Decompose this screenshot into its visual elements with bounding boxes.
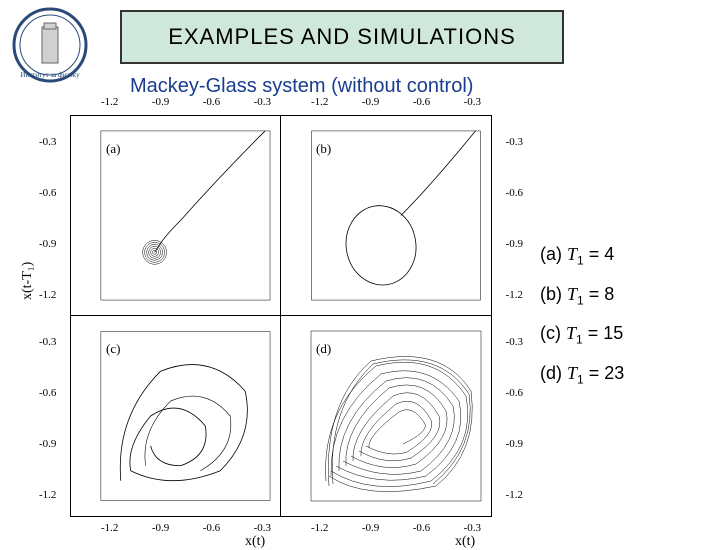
trajectory-b [281,116,491,315]
trajectory-c [71,316,280,516]
top-ticks-a: -1.2 -0.9 -0.6 -0.3 [101,96,271,108]
subtitle: Mackey-Glass system (without control) [130,75,473,98]
caption-list: (a) T1 = 4 (b) T1 = 8 (c) T1 = 15 (d) T1… [540,235,624,393]
phase-plot-grid: -1.2 -0.9 -0.6 -0.3 -0.3 -0.6 -0.9 -1.2 … [70,115,492,517]
trajectory-d [281,316,491,516]
page-title: EXAMPLES AND SIMULATIONS [168,24,516,50]
y-axis-label: x(t-T₁) [20,262,36,300]
institute-logo: Институт за физику [10,5,90,85]
trajectory-a [71,116,280,315]
title-box: EXAMPLES AND SIMULATIONS [120,10,564,64]
left-ticks-a: -0.3 -0.6 -0.9 -1.2 [39,136,56,301]
svg-text:Институт за физику: Институт за физику [20,71,80,79]
panel-c: -0.3 -0.6 -0.9 -1.2 -1.2 -0.9 -0.6 -0.3 … [71,316,281,516]
x-axis-label-left: x(t) [245,534,265,550]
panel-d: -0.3 -0.6 -0.9 -1.2 -1.2 -0.9 -0.6 -0.3 … [281,316,491,516]
panel-a: -1.2 -0.9 -0.6 -0.3 -0.3 -0.6 -0.9 -1.2 … [71,116,281,316]
caption-b: (b) T1 = 8 [540,275,624,315]
caption-d: (d) T1 = 23 [540,354,624,394]
right-ticks-b: -0.3 -0.6 -0.9 -1.2 [506,136,523,301]
panel-b: -1.2 -0.9 -0.6 -0.3 -0.3 -0.6 -0.9 -1.2 … [281,116,491,316]
left-ticks-c: -0.3 -0.6 -0.9 -1.2 [39,336,56,501]
bottom-ticks-c: -1.2 -0.9 -0.6 -0.3 [101,522,271,534]
caption-c: (c) T1 = 15 [540,314,624,354]
right-ticks-d: -0.3 -0.6 -0.9 -1.2 [506,336,523,501]
top-ticks-b: -1.2 -0.9 -0.6 -0.3 [311,96,481,108]
bottom-ticks-d: -1.2 -0.9 -0.6 -0.3 [311,522,481,534]
x-axis-label-right: x(t) [455,534,475,550]
caption-a: (a) T1 = 4 [540,235,624,275]
